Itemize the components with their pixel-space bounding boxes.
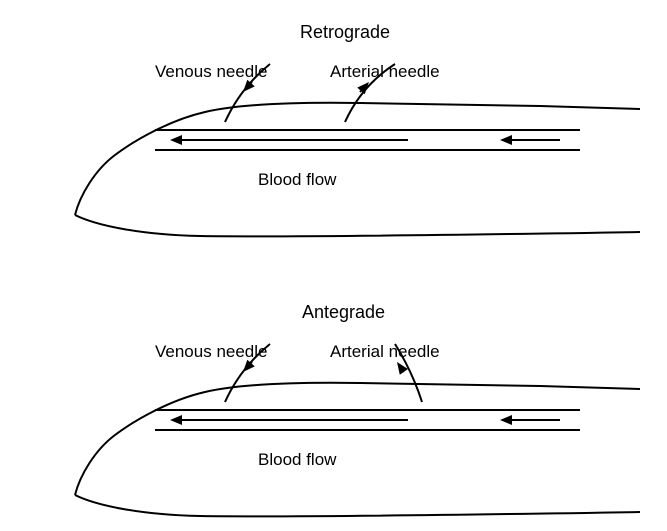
diagram-stage: Retrograde Venous needle Arterial needle… xyxy=(0,0,667,531)
diagram-svg xyxy=(0,0,667,531)
